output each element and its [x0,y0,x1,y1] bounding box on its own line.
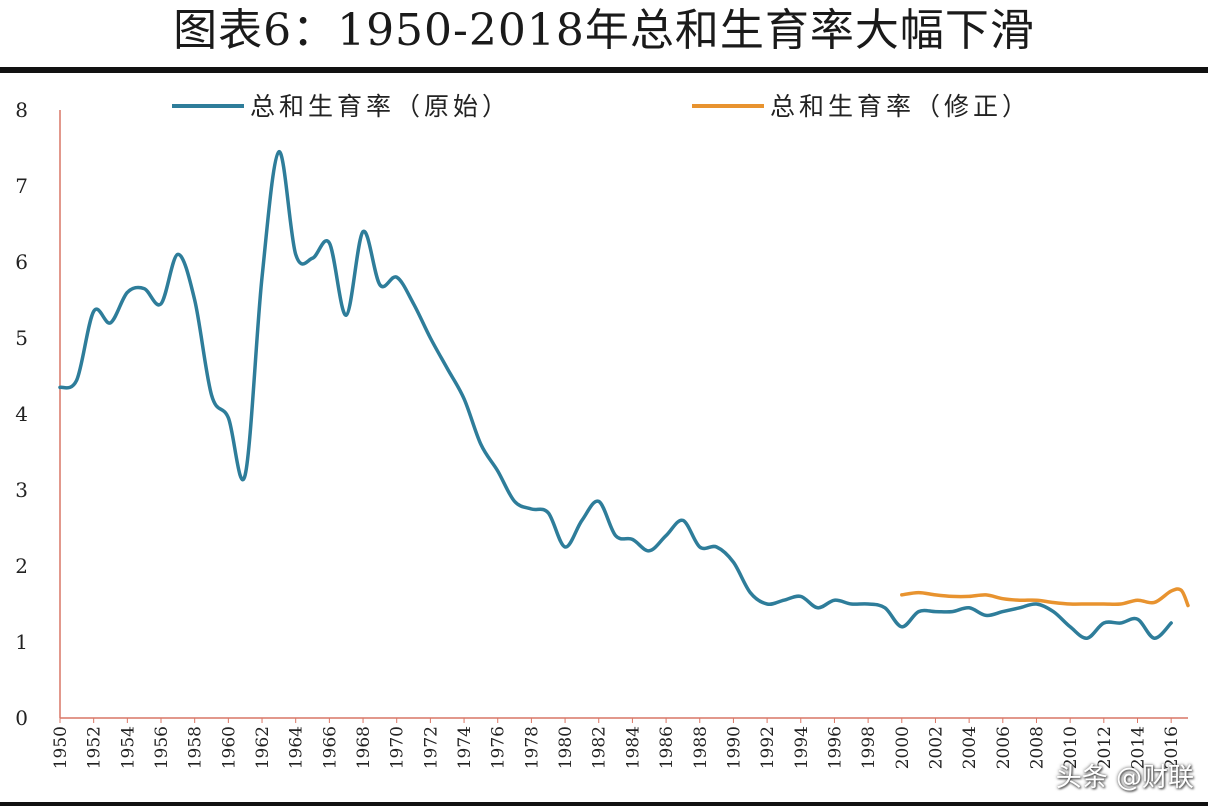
x-tick-label: 1964 [287,726,307,769]
x-tick-label: 2008 [1027,726,1047,769]
legend-label: 总和生育率（原始） [250,92,511,121]
x-tick-label: 1968 [354,726,374,769]
y-axis-ticks: 0 1 2 3 4 5 6 7 8 [15,98,28,730]
y-tick-label: 5 [15,326,28,350]
y-tick-label: 3 [15,478,28,502]
x-tick-label: 1966 [320,726,340,769]
x-tick-label: 2002 [926,726,946,769]
x-tick-label: 2006 [994,726,1014,769]
x-tick-label: 1984 [623,726,643,769]
x-tick-label: 1976 [489,726,509,769]
y-tick-label: 1 [15,630,28,654]
x-tick-label: 1956 [152,726,172,769]
x-tick-label: 1970 [388,726,408,769]
y-tick-label: 6 [15,250,28,274]
legend: 总和生育率（原始） 总和生育率（修正） [172,92,1031,121]
x-tick-label: 1994 [792,726,812,769]
x-tick-label: 1986 [657,726,677,769]
y-tick-label: 0 [15,706,28,730]
x-tick-label: 1980 [556,726,576,769]
x-tick-label: 1982 [590,726,610,769]
bottom-divider [0,802,1208,806]
y-tick-label: 7 [15,174,28,198]
x-tick-label: 2012 [1095,726,1115,769]
x-tick-label: 1998 [859,726,879,769]
x-tick-label: 1960 [219,726,239,769]
x-axis-ticks: 1950 1952 1954 1956 1958 1960 1962 1964 1966 1968… [51,718,1182,769]
chart-title: 图表6：1950-2018年总和生育率大幅下滑 [173,5,1035,56]
y-tick-label: 2 [15,554,28,578]
chart-axes [59,110,1188,719]
x-tick-label: 1974 [455,726,475,769]
x-tick-label: 2010 [1061,726,1081,769]
title-divider [0,67,1208,73]
x-tick-label: 1978 [522,726,542,769]
x-tick-label: 1950 [51,726,71,769]
watermark: 头条 @财联 [1055,763,1194,793]
y-tick-label: 8 [15,98,28,122]
series-lines [58,150,1190,640]
x-tick-label: 2016 [1162,726,1182,769]
legend-label: 总和生育率（修正） [770,92,1031,121]
x-tick-label: 1962 [253,726,273,769]
x-tick-label: 2004 [960,726,980,769]
x-tick-label: 1988 [691,726,711,769]
x-tick-label: 1992 [758,726,778,769]
series-corrected-line [900,587,1190,608]
x-tick-label: 1996 [825,726,845,769]
x-tick-label: 2000 [893,726,913,769]
x-tick-label: 1990 [724,726,744,769]
x-tick-label: 1952 [85,726,105,769]
x-tick-label: 1958 [186,726,206,769]
x-tick-label: 2014 [1128,726,1148,769]
y-tick-label: 4 [15,402,28,426]
series-original-line [58,150,1173,640]
x-tick-label: 1954 [118,726,138,769]
x-tick-label: 1972 [421,726,441,769]
